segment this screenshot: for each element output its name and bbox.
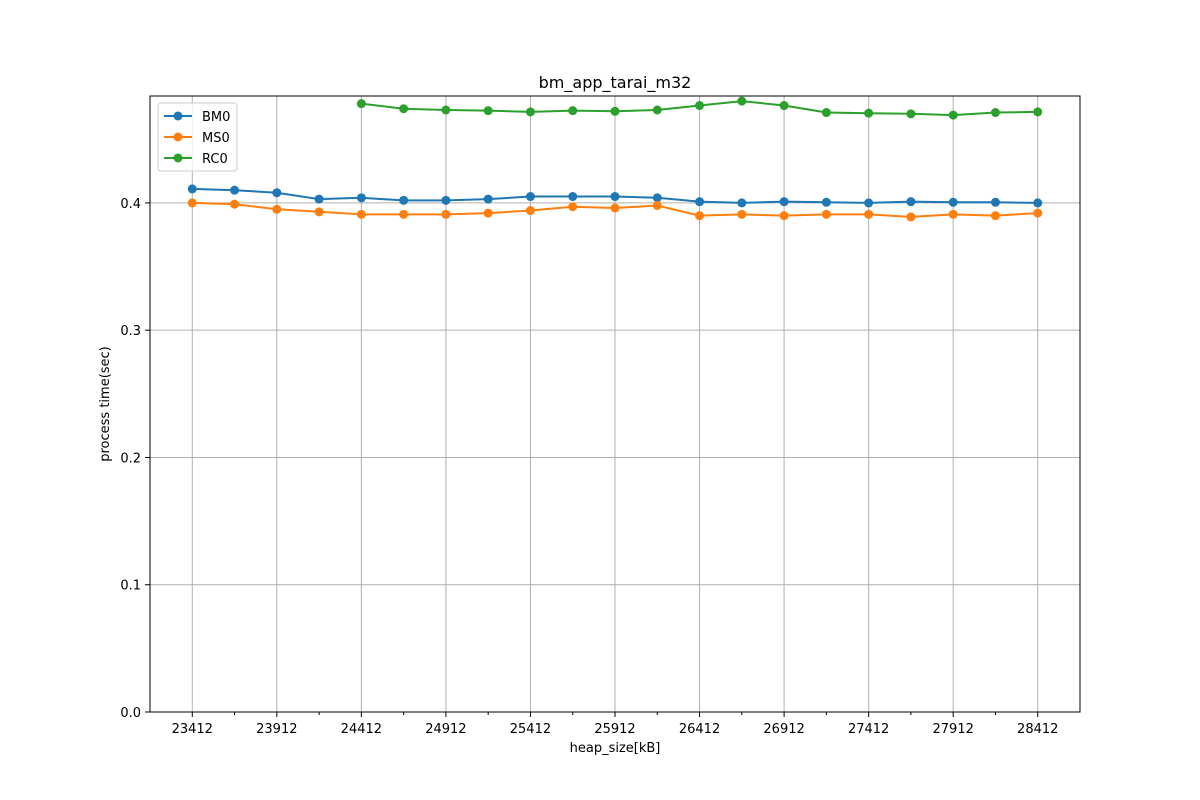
data-point (230, 185, 240, 195)
legend-marker (173, 132, 183, 142)
data-point (1033, 198, 1043, 208)
data-point (1033, 107, 1043, 117)
chart-title: bm_app_tarai_m32 (539, 73, 692, 93)
x-tick-label: 23912 (256, 722, 297, 737)
legend-item-bm0: BM0 (164, 110, 230, 125)
y-tick-label: 0.4 (120, 197, 141, 212)
data-point (483, 194, 493, 204)
x-tick-label: 23412 (172, 722, 213, 737)
x-tick-label: 24912 (425, 722, 466, 737)
data-point (399, 195, 409, 205)
data-point (187, 198, 197, 208)
data-point (1033, 208, 1043, 218)
y-tick-label: 0.0 (120, 706, 141, 721)
data-point (272, 204, 282, 214)
data-point (399, 209, 409, 219)
legend-marker (173, 153, 183, 163)
data-point (483, 208, 493, 218)
legend: BM0 MS0 RC0 (157, 102, 238, 172)
data-point (737, 96, 747, 106)
data-point (610, 203, 620, 213)
data-point (356, 99, 366, 109)
data-point (990, 197, 1000, 207)
data-point (356, 209, 366, 219)
data-point (230, 199, 240, 209)
data-point (187, 184, 197, 194)
legend-label: BM0 (202, 110, 230, 125)
series-rc0 (356, 96, 1043, 120)
data-point (779, 101, 789, 111)
grid (150, 96, 1080, 713)
data-point (821, 108, 831, 118)
data-point (441, 195, 451, 205)
legend-item-rc0: RC0 (164, 152, 228, 167)
data-point (441, 105, 451, 115)
series-bm0 (187, 184, 1043, 208)
data-point (948, 110, 958, 120)
data-point (695, 211, 705, 221)
y-tick-label: 0.2 (120, 451, 141, 466)
data-point (695, 101, 705, 111)
data-point (990, 108, 1000, 118)
data-point (272, 188, 282, 198)
data-point (610, 192, 620, 202)
data-point (525, 206, 535, 216)
x-axis: 23412 23912 24412 24912 25412 25912 26412 26912… (172, 712, 1058, 737)
legend-label: RC0 (202, 152, 228, 167)
data-point (906, 109, 916, 119)
data-point (525, 107, 535, 117)
series-layer (187, 96, 1043, 222)
data-point (568, 192, 578, 202)
x-tick-label: 27412 (848, 722, 889, 737)
x-tick-label: 28412 (1017, 722, 1058, 737)
data-point (948, 197, 958, 207)
legend-label: MS0 (202, 131, 230, 146)
data-point (652, 200, 662, 210)
data-point (399, 104, 409, 114)
y-axis: 0.0 0.1 0.2 0.3 0.4 (120, 197, 150, 721)
x-tick-label: 25912 (594, 722, 635, 737)
x-tick-label: 25412 (510, 722, 551, 737)
x-tick-label: 24412 (341, 722, 382, 737)
data-point (779, 211, 789, 221)
y-axis-label: process time(sec) (98, 346, 113, 462)
legend-marker (173, 111, 183, 121)
data-point (441, 209, 451, 219)
data-point (652, 193, 662, 203)
x-tick-label: 26912 (763, 722, 804, 737)
data-point (356, 193, 366, 203)
data-point (568, 106, 578, 116)
x-axis-label: heap_size[kB] (570, 741, 661, 756)
data-point (906, 197, 916, 207)
data-point (314, 207, 324, 217)
data-point (695, 197, 705, 207)
data-point (990, 211, 1000, 221)
legend-item-ms0: MS0 (164, 131, 230, 146)
x-tick-label: 27912 (933, 722, 974, 737)
data-point (821, 209, 831, 219)
data-point (483, 106, 493, 116)
data-point (821, 197, 831, 207)
data-point (737, 198, 747, 208)
data-point (864, 198, 874, 208)
y-tick-label: 0.1 (120, 579, 141, 594)
data-point (314, 194, 324, 204)
data-point (948, 209, 958, 219)
y-tick-label: 0.3 (120, 324, 141, 339)
x-tick-label: 26412 (679, 722, 720, 737)
data-point (525, 192, 535, 202)
data-point (864, 209, 874, 219)
data-point (610, 106, 620, 116)
data-point (906, 212, 916, 222)
data-point (737, 209, 747, 219)
data-point (779, 197, 789, 207)
data-point (652, 105, 662, 115)
data-point (864, 108, 874, 118)
data-point (568, 202, 578, 212)
series-ms0 (187, 198, 1043, 222)
